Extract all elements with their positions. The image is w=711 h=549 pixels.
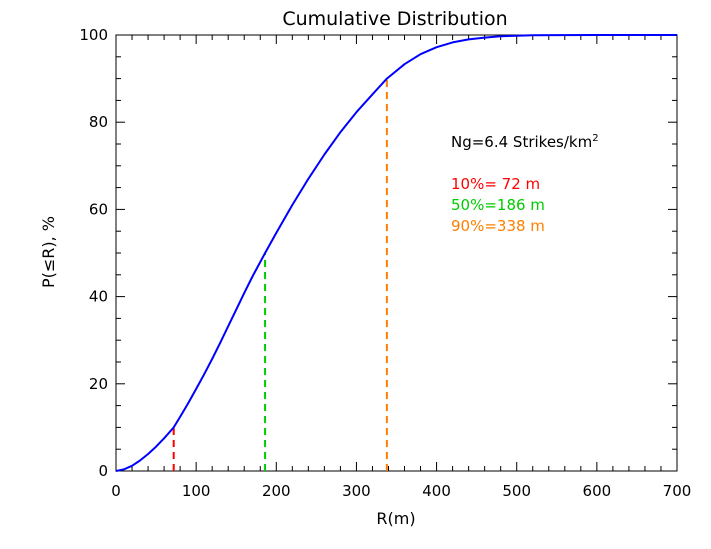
chart-title: Cumulative Distribution: [282, 8, 507, 30]
axis-ticks: [115, 34, 678, 472]
x-tick-label: 200: [262, 482, 291, 500]
x-tick-label: 400: [422, 482, 451, 500]
x-tick-label: 700: [663, 482, 692, 500]
y-tick-label: 100: [79, 26, 108, 44]
series-layer: [115, 34, 677, 472]
ng-annotation-superscript: 2: [592, 133, 598, 144]
x-tick-label: 500: [502, 482, 531, 500]
percentile-90-annotation: 90%=338 m: [451, 217, 545, 235]
percentile-50-annotation: 50%=186 m: [451, 196, 545, 214]
percentile-markers: [172, 78, 388, 471]
y-tick-labels: 0 20 40 60 80 100: [79, 26, 108, 480]
x-axis-label: R(m): [376, 509, 415, 528]
y-tick-label: 80: [89, 113, 108, 131]
ng-annotation: Ng=6.4 Strikes/km2: [451, 133, 599, 151]
x-tick-labels: 0 100 200 300 400 500 600 700: [111, 482, 691, 500]
x-tick-label: 0: [111, 482, 121, 500]
y-tick-label: 20: [89, 375, 108, 393]
y-tick-label: 60: [89, 200, 108, 218]
percentile-10-annotation: 10%= 72 m: [451, 175, 540, 193]
y-axis-label: P(≤R), %: [39, 216, 58, 288]
plot-frame: [115, 34, 678, 472]
y-tick-label: 40: [89, 288, 108, 306]
ng-annotation-text: Ng=6.4 Strikes/km: [451, 133, 592, 151]
x-tick-label: 600: [583, 482, 612, 500]
x-tick-label: 300: [342, 482, 371, 500]
x-tick-label: 100: [182, 482, 211, 500]
y-tick-label: 0: [98, 462, 108, 480]
cumulative-curve: [115, 34, 677, 472]
